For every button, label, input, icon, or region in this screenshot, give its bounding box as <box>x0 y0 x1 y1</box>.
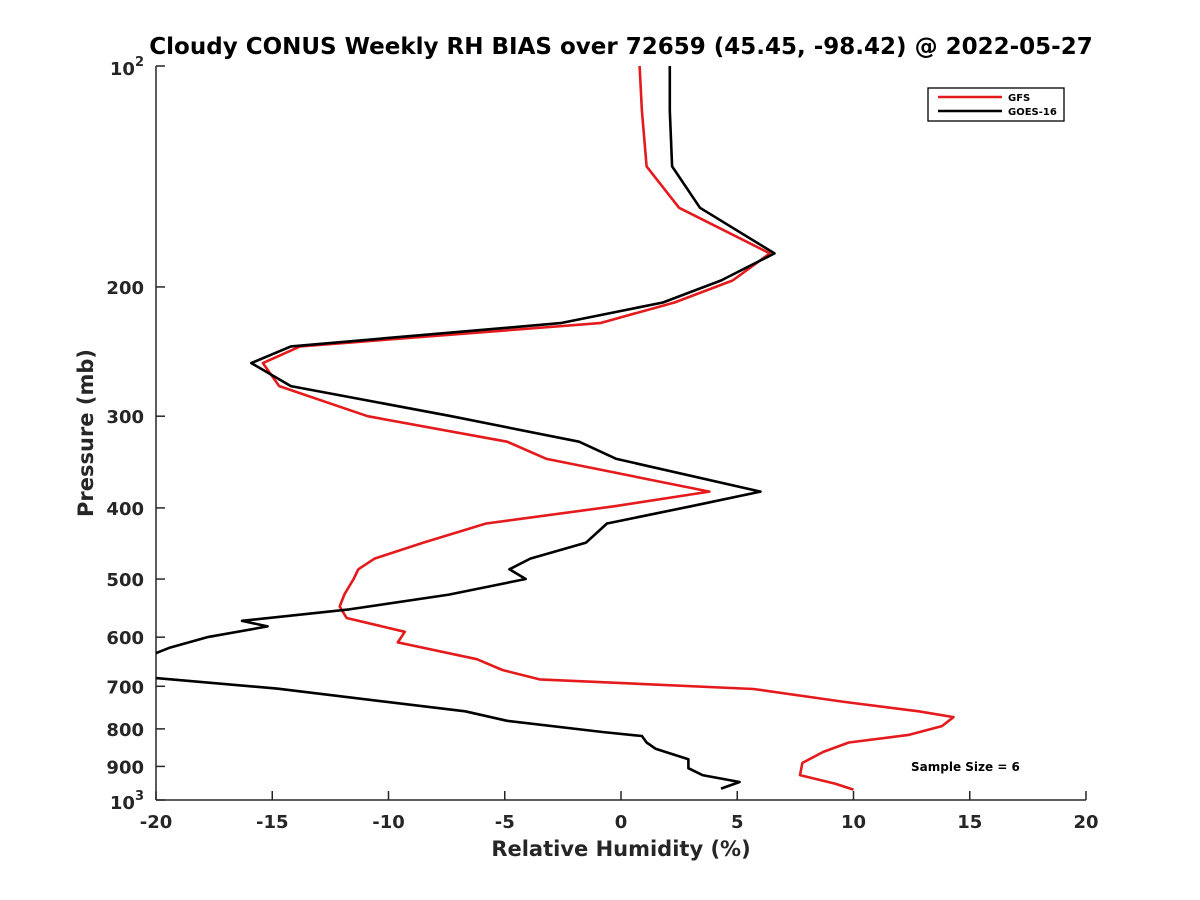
y-tick-label: 200 <box>106 278 144 299</box>
y-tick-label: 900 <box>106 757 144 778</box>
legend-label-goes16: GOES-16 <box>1008 107 1057 118</box>
y-tick-label: 800 <box>106 720 144 741</box>
y-tick-label: 300 <box>106 407 144 428</box>
x-tick-label: -10 <box>372 812 405 833</box>
series-line-gfs <box>261 66 955 791</box>
x-tick-label: -15 <box>256 812 289 833</box>
legend-label-gfs: GFS <box>1008 93 1030 104</box>
x-tick-label: 15 <box>957 812 982 833</box>
x-tick-label: 10 <box>841 812 866 833</box>
y-axis-label: Pressure (mb) <box>74 349 98 517</box>
y-tick-label: 600 <box>106 628 144 649</box>
x-tick-label: 20 <box>1073 812 1098 833</box>
series-line-goes16 <box>156 66 776 790</box>
y-tick-label: 700 <box>106 677 144 698</box>
x-axis-ticks: -20 -15 -10 -5 0 5 10 15 20 <box>140 791 1099 833</box>
x-tick-label: -20 <box>140 812 173 833</box>
y-tick-label: 102 <box>110 55 144 80</box>
y-tick-label: 400 <box>106 499 144 520</box>
legend-box <box>927 87 1065 122</box>
x-tick-label: -5 <box>495 812 515 833</box>
x-axis-label: Relative Humidity (%) <box>491 837 750 861</box>
x-tick-label: 0 <box>615 812 628 833</box>
sample-size-annotation: Sample Size = 6 <box>911 760 1020 774</box>
y-tick-label: 103 <box>110 789 144 814</box>
y-axis-ticks: 102 200 300 400 500 600 700 800 900 103 <box>106 55 165 814</box>
legend: GFS GOES-16 <box>927 87 1065 122</box>
x-tick-label: 5 <box>731 812 744 833</box>
chart-title: Cloudy CONUS Weekly RH BIAS over 72659 (… <box>149 34 1092 60</box>
y-tick-label: 500 <box>106 570 144 591</box>
series-group <box>156 66 955 791</box>
